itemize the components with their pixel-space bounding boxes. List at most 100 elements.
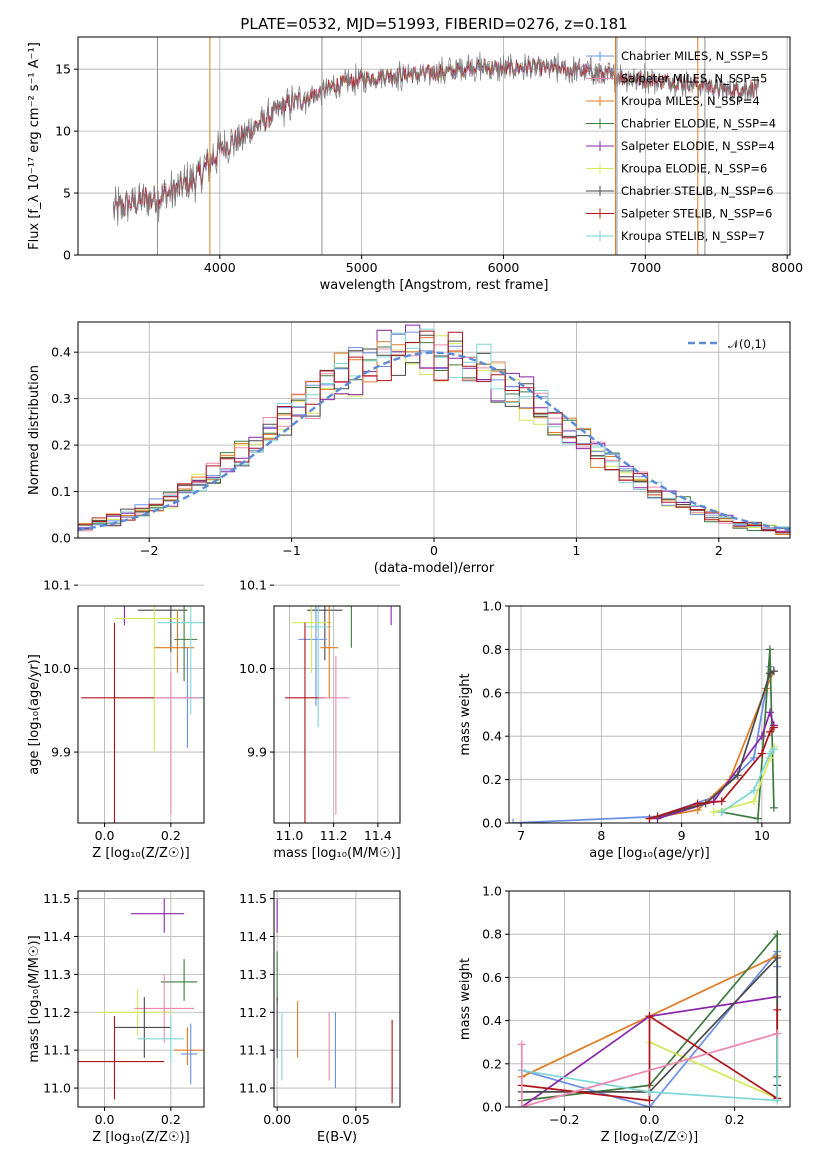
x-tick-label: 0.2 (161, 828, 181, 843)
y-tick-label: 1.0 (482, 599, 502, 614)
x-tick-label: 0.05 (342, 1112, 370, 1127)
x-axis-label: wavelength [Angstrom, rest frame] (320, 278, 549, 293)
x-axis-label: Z [log₁₀(Z/Z☉)] (92, 846, 189, 861)
errorbar-point (180, 1023, 198, 1085)
mass-weight-marker (749, 753, 758, 762)
errorbar-point (318, 656, 350, 815)
mass-weight-marker (749, 797, 758, 806)
y-tick-label: 1.0 (482, 884, 502, 899)
y-tick-label: 9.9 (247, 745, 267, 760)
x-tick-label: 2 (715, 543, 723, 558)
mass-weight-marker (773, 1029, 782, 1038)
y-tick-label: 11.0 (43, 1081, 71, 1096)
residuals-frame (77, 321, 791, 539)
mass-vs-ebv-grid (274, 891, 400, 1107)
y-tick-label: 0.2 (51, 438, 71, 453)
errorbar-point (134, 974, 195, 1043)
x-axis-label: age [log₁₀(age/yr)] (589, 846, 710, 861)
errorbar-point (114, 997, 171, 1058)
mass-weight-z-panel: −0.2 0.0 0.2 0.0 0.2 0.4 0.6 0.8 1.0 Z [log₁₀(Z/Z… (458, 884, 791, 1145)
x-tick-label: 1 (572, 543, 580, 558)
age-vs-mass-content (285, 606, 392, 823)
mass-weight-series (721, 748, 775, 813)
mass-weight-series (520, 1032, 778, 1107)
y-tick-label: 0 (63, 248, 71, 263)
mass-weight-marker (757, 749, 766, 758)
mass-weight-marker (753, 814, 762, 823)
mass-weight-marker (509, 819, 518, 823)
y-axis-label: age [log₁₀(age/yr)] (27, 654, 42, 775)
x-axis-label: (data-model)/error (374, 561, 495, 576)
x-tick-label: 11.4 (364, 828, 392, 843)
y-tick-label: 9.9 (51, 745, 71, 760)
y-tick-label: 0.8 (482, 642, 502, 657)
x-tick-label: 11.0 (276, 828, 304, 843)
mass-weight-marker (717, 797, 726, 806)
mass-weight-marker (757, 732, 766, 741)
mass-weight-marker (645, 1096, 654, 1105)
y-tick-label: 0.6 (482, 970, 502, 985)
y-tick-label: 11.0 (239, 1081, 267, 1096)
mass-weight-marker (709, 808, 718, 817)
figure-title: PLATE=0532, MJD=51993, FIBERID=0276, z=0… (240, 15, 627, 33)
x-tick-label: 5000 (346, 260, 378, 275)
mass-weight-series (657, 709, 775, 820)
age-vs-mass-panel: 11.0 11.2 11.4 9.9 10.0 10.1 mass [log₁₀(M/M☉)… (239, 578, 401, 861)
legend-entry: Salpeter ELODIE, N_SSP=4 (621, 139, 775, 153)
mass-weight-marker (773, 1096, 782, 1105)
errorbar-point (174, 606, 198, 682)
legend-entry: Kroupa MILES, N_SSP=4 (621, 94, 760, 108)
mass-weight-age-content (509, 645, 778, 823)
observed-spectrum-line (113, 51, 760, 227)
errorbar-point (154, 672, 201, 815)
errorbar-point (174, 1027, 204, 1066)
y-tick-label: 10 (55, 124, 71, 139)
legend-entry: Kroupa STELIB, N_SSP=7 (621, 229, 765, 243)
x-tick-label: 0.0 (95, 1112, 115, 1127)
y-axis-label: Flux [f_λ 10⁻¹⁷ erg cm⁻² s⁻¹ A⁻¹] (27, 42, 42, 250)
age-vs-z-panel: 0.0 0.2 9.9 10.0 10.1 Z [log₁₀(Z/Z☉)] age [log… (27, 578, 205, 861)
mass-weight-marker (645, 1087, 654, 1096)
mass-weight-marker (765, 727, 774, 736)
age-vs-z-content (81, 606, 204, 823)
mass-weight-z-frame (508, 890, 791, 1108)
x-tick-label: 4000 (204, 260, 236, 275)
errorbar-point (160, 959, 198, 1001)
age-vs-mass-frame (273, 605, 401, 824)
mass-weight-marker (765, 749, 774, 758)
normal-legend-label: 𝒩(0,1) (728, 337, 766, 351)
mass-weight-age-grid (509, 605, 790, 824)
mass-vs-ebv-content (276, 898, 393, 1104)
residuals-content (78, 324, 790, 538)
y-tick-label: 11.4 (43, 929, 71, 944)
y-tick-label: 0.4 (51, 345, 71, 360)
legend-entry: Salpeter MILES, N_SSP=5 (621, 72, 767, 86)
x-tick-label: 0.2 (725, 1112, 745, 1127)
mass-vs-ebv-panel: 0.00 0.05 11.0 11.1 11.2 11.3 11.4 11.5 E(B-V) (239, 890, 401, 1145)
x-tick-label: 6000 (488, 260, 520, 275)
x-tick-label: 7000 (629, 260, 661, 275)
legend-entry: Salpeter STELIB, N_SSP=6 (621, 207, 772, 221)
y-tick-label: 0.0 (51, 531, 71, 546)
y-tick-label: 5 (63, 186, 71, 201)
mass-weight-marker (765, 708, 774, 717)
spectrum-panel: 4000 5000 6000 7000 8000 0 5 10 15 wavelength [An… (27, 36, 803, 293)
mass-vs-z-frame (77, 890, 205, 1108)
mass-vs-z-panel: 0.0 0.2 11.0 11.1 11.2 11.3 11.4 11.5 Z [log₁₀(Z… (27, 890, 205, 1145)
mass-vs-ebv-frame (273, 890, 401, 1108)
y-axis-label: mass weight (458, 673, 473, 755)
mass-weight-marker (517, 1040, 526, 1049)
y-tick-label: 0.0 (482, 1100, 502, 1115)
y-tick-label: 10.1 (43, 578, 71, 593)
x-tick-label: 7 (517, 828, 525, 843)
x-tick-label: 9 (678, 828, 686, 843)
legend-entry: Chabrier STELIB, N_SSP=6 (621, 184, 773, 198)
mass-weight-series (521, 1009, 779, 1102)
x-tick-label: 0.0 (95, 828, 115, 843)
y-tick-label: 0.1 (51, 484, 71, 499)
age-vs-mass-grid (274, 584, 400, 823)
x-tick-label: 8 (597, 828, 605, 843)
y-tick-label: 0.4 (482, 1013, 502, 1028)
mass-weight-marker (765, 669, 774, 678)
